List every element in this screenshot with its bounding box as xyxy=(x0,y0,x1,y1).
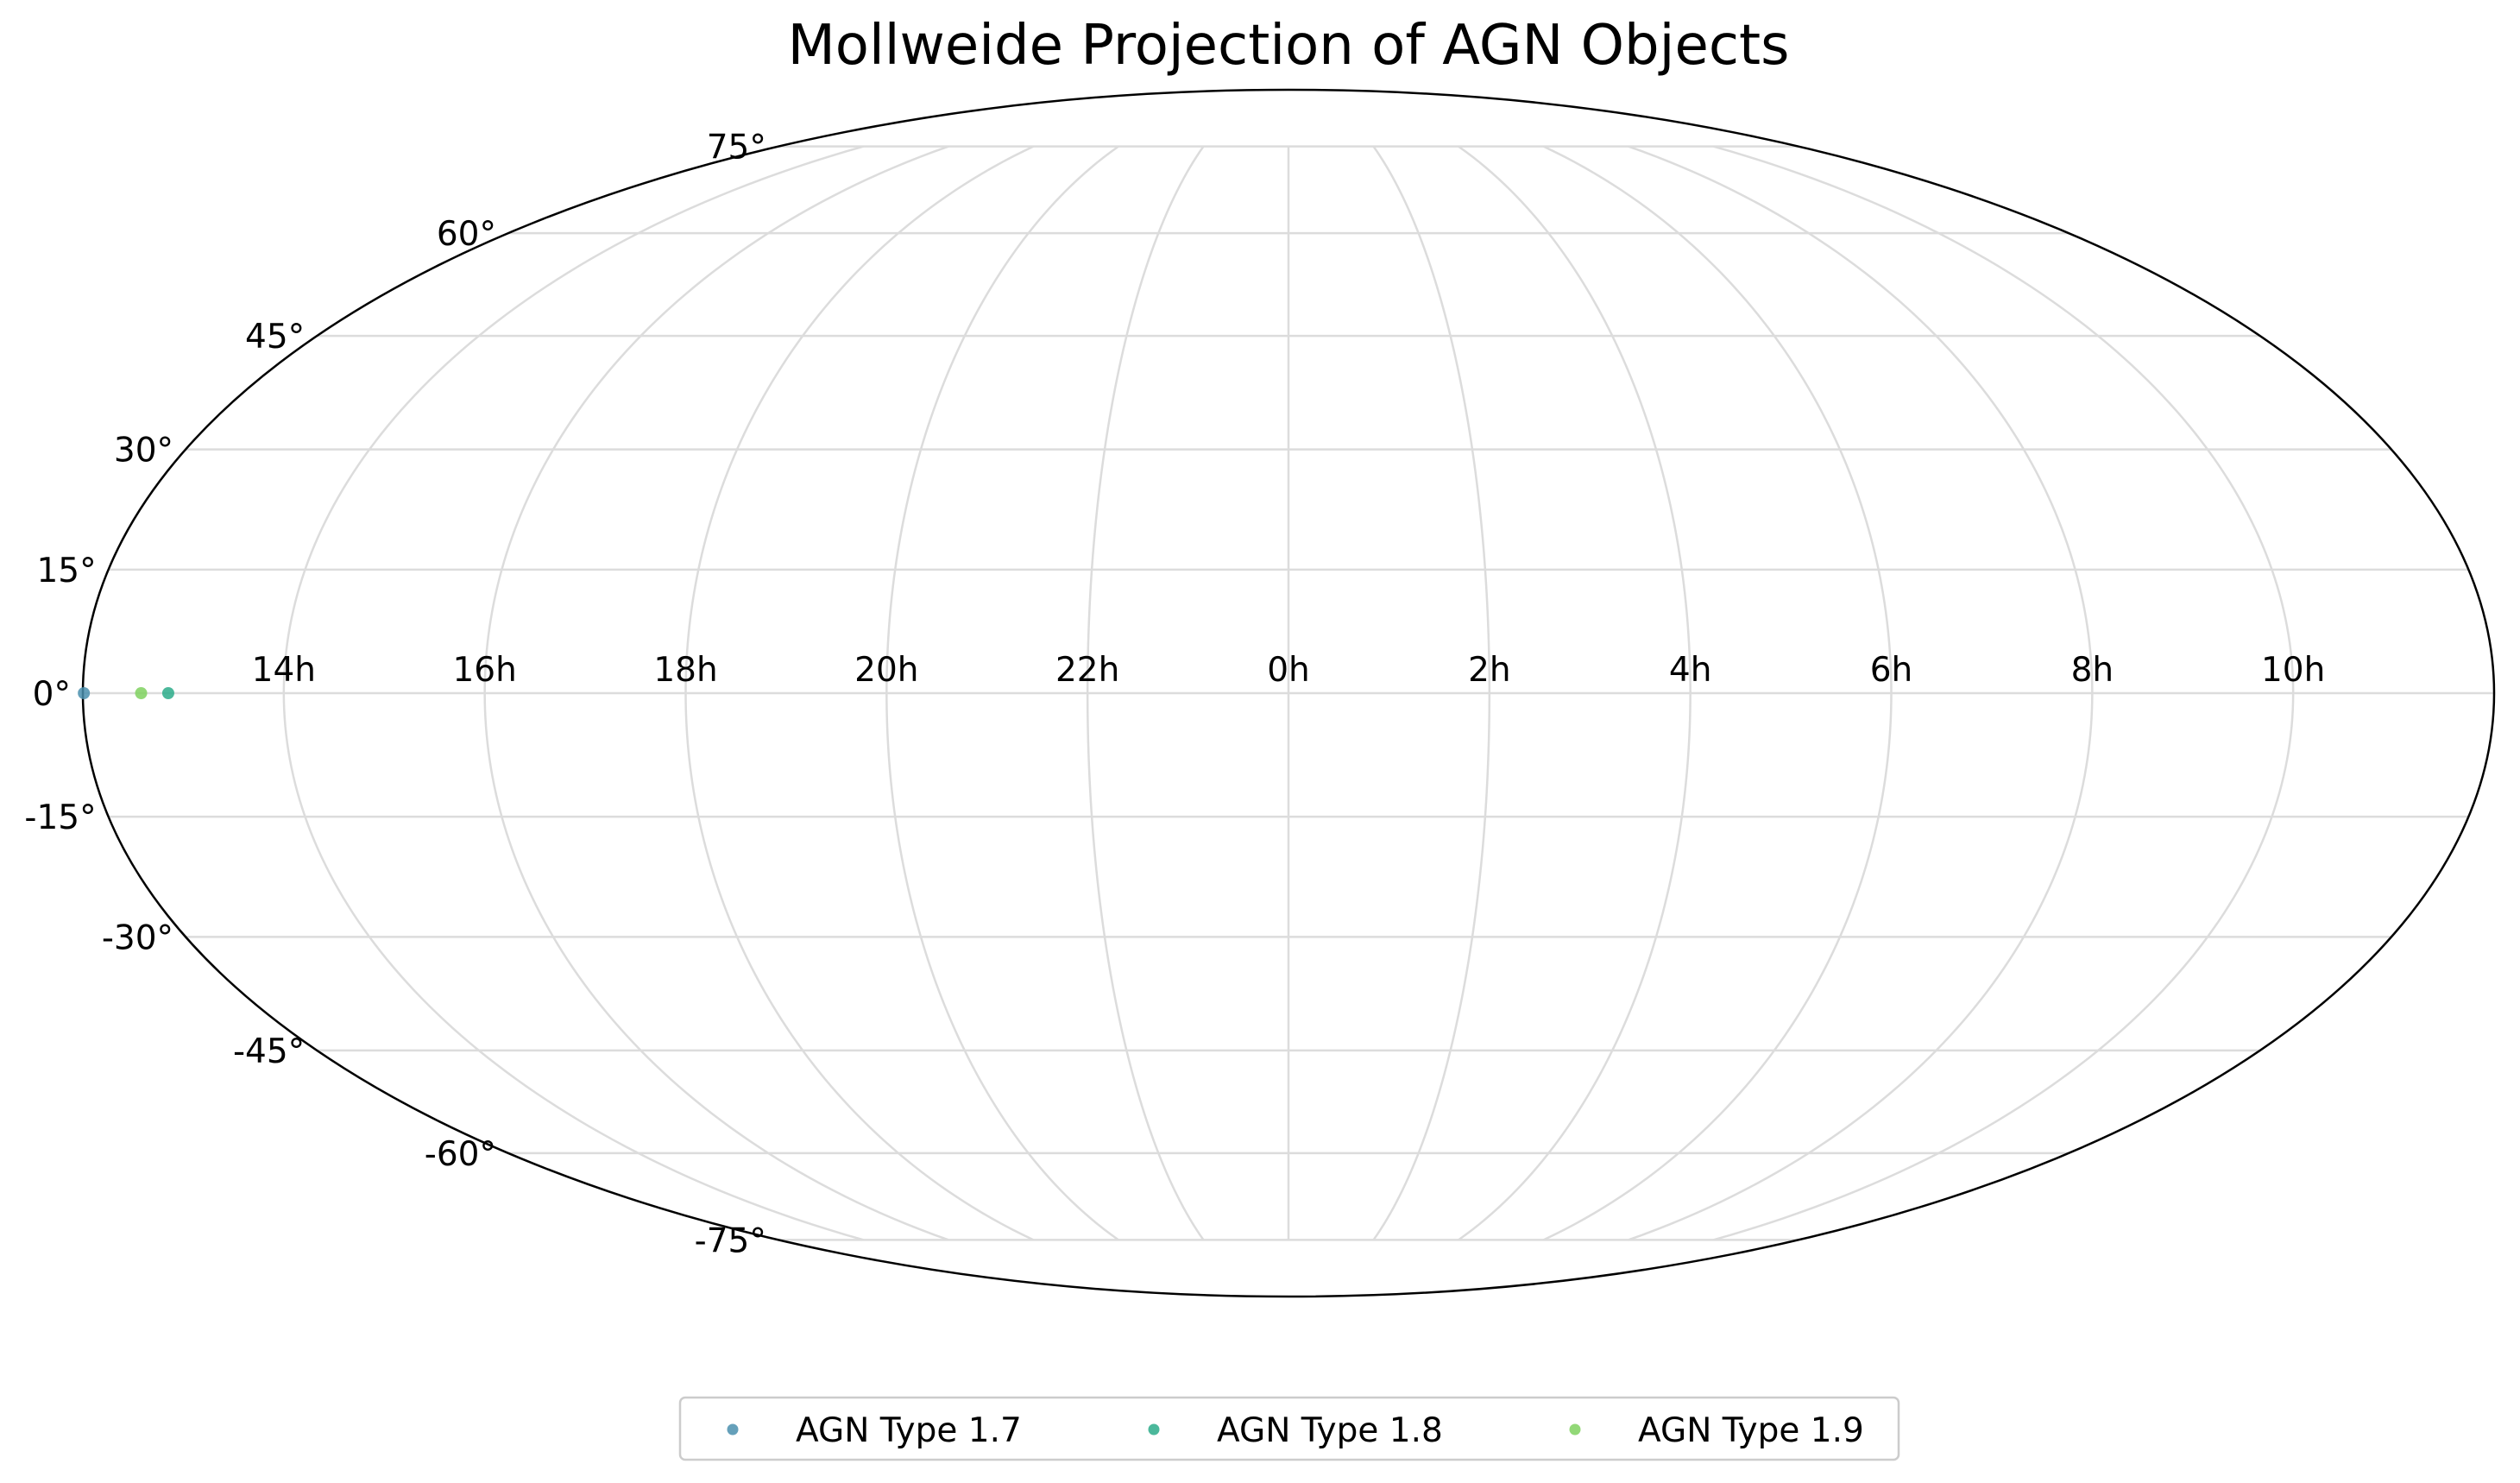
gridline-meridian xyxy=(1543,145,1893,1241)
ra-tick-label: 16h xyxy=(452,651,516,690)
dec-tick-label: -30° xyxy=(102,918,173,957)
data-point xyxy=(78,687,91,699)
dec-tick-label: 60° xyxy=(437,215,496,254)
ra-tick-label: 20h xyxy=(854,651,918,690)
dec-tick-label: -15° xyxy=(24,798,96,837)
dec-tick-label: 45° xyxy=(245,318,305,357)
gridline-meridian xyxy=(684,145,1034,1241)
dec-tick-label: 75° xyxy=(707,129,766,167)
ra-tick-label: 0h xyxy=(1267,651,1310,690)
dec-tick-label: -60° xyxy=(425,1135,496,1174)
ra-tick-label: 18h xyxy=(653,651,717,690)
legend-marker xyxy=(1148,1423,1160,1436)
legend-frame xyxy=(678,1396,1900,1461)
legend-label: AGN Type 1.8 xyxy=(1217,1411,1443,1450)
gridline-meridian xyxy=(1086,145,1205,1241)
dec-tick-label: -75° xyxy=(695,1221,766,1260)
legend-label: AGN Type 1.9 xyxy=(1638,1411,1864,1450)
gridline-meridian xyxy=(1628,145,2094,1241)
ra-tick-label: 2h xyxy=(1468,651,1511,690)
grid-lines xyxy=(83,145,2494,1241)
gridline-meridian xyxy=(483,145,949,1241)
data-point xyxy=(161,687,174,699)
dec-tick-label: 15° xyxy=(36,552,96,590)
chart-title: Mollweide Projection of AGN Objects xyxy=(788,14,1790,78)
data-points xyxy=(78,687,174,699)
gridline-meridian xyxy=(1458,145,1692,1241)
ra-tick-label: 10h xyxy=(2261,651,2325,690)
ra-tick-label: 8h xyxy=(2071,651,2114,690)
gridline-meridian xyxy=(1713,145,2295,1241)
data-point xyxy=(135,687,148,699)
ra-tick-label: 6h xyxy=(1870,651,1913,690)
ra-tick-label: 4h xyxy=(1669,651,1712,690)
legend-marker xyxy=(1569,1423,1581,1436)
ra-tick-labels: 14h 16h 18h 20h 22h 0h 2h 4h 6h 8h 10h xyxy=(252,651,2326,690)
gridline-meridian xyxy=(282,145,864,1241)
dec-tick-labels: 75° 60° 45° 30° 15° 0° -15° -30° -45° -60° -75° xyxy=(24,129,765,1261)
dec-tick-label: 0° xyxy=(33,675,71,714)
gridline-meridian xyxy=(885,145,1119,1241)
legend: AGN Type 1.7 AGN Type 1.8 AGN Type 1.9 xyxy=(678,1396,1900,1461)
legend-label: AGN Type 1.7 xyxy=(796,1411,1022,1450)
dec-tick-label: 30° xyxy=(114,432,173,470)
legend-marker xyxy=(727,1423,739,1436)
ra-tick-label: 14h xyxy=(252,651,316,690)
ra-tick-label: 22h xyxy=(1055,651,1119,690)
dec-tick-label: -45° xyxy=(233,1032,305,1071)
gridline-meridian xyxy=(1372,145,1491,1241)
